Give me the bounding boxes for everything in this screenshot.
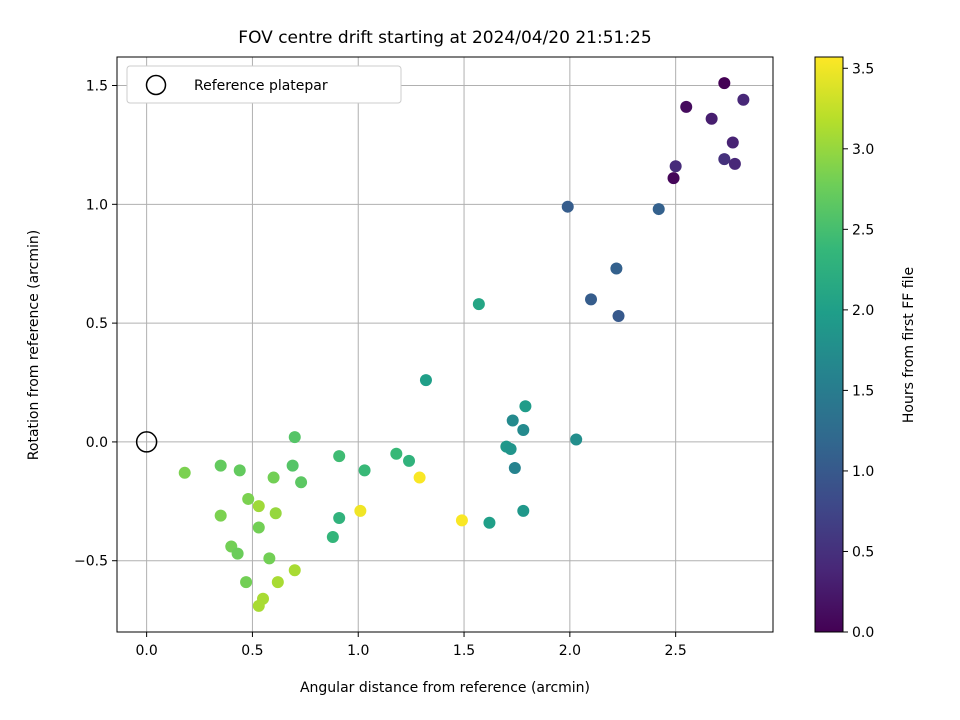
data-point [669, 160, 682, 173]
colorbar-tick-label: 3.5 [852, 61, 874, 77]
x-tick-label: 2.0 [559, 643, 581, 659]
data-point [737, 93, 750, 106]
colorbar: 0.0 0.5 1.0 1.5 2.0 2.5 3.0 3.5 Hours from firs… [814, 56, 917, 641]
colorbar-tick-label: 2.0 [852, 303, 874, 319]
data-point [612, 309, 625, 322]
colorbar-tick-label: 2.5 [852, 222, 874, 238]
data-point [354, 504, 367, 517]
x-axis-label: Angular distance from reference (arcmin) [300, 680, 590, 696]
data-point [508, 462, 521, 475]
data-point [263, 552, 276, 565]
data-point [252, 599, 265, 612]
data-point [252, 500, 265, 513]
colorbar-gradient [814, 56, 844, 633]
legend-label-reference: Reference platepar [194, 78, 328, 94]
data-point [233, 464, 246, 477]
data-point [561, 200, 574, 213]
data-point [295, 476, 308, 489]
data-point [726, 136, 739, 149]
data-point [214, 509, 227, 522]
data-point [455, 514, 468, 527]
data-point [718, 153, 731, 166]
data-point [231, 547, 244, 560]
y-axis-label: Rotation from reference (arcmin) [26, 230, 42, 460]
data-point [570, 433, 583, 446]
y-tick-label: 0.5 [86, 316, 108, 332]
reference-point-marker [135, 431, 158, 453]
y-axis: −0.5 0.0 0.5 1.0 1.5 [74, 79, 117, 570]
data-point [718, 77, 731, 90]
x-tick-label: 0.5 [241, 643, 263, 659]
data-point [519, 400, 532, 413]
data-point [517, 504, 530, 517]
data-point [333, 450, 346, 463]
colorbar-label: Hours from first FF file [901, 267, 917, 423]
y-tick-label: 1.0 [86, 197, 108, 213]
y-tick-label: −0.5 [74, 554, 108, 570]
grid [117, 57, 773, 632]
x-tick-label: 1.5 [453, 643, 475, 659]
y-tick-label: 1.5 [86, 79, 108, 95]
data-point [413, 471, 426, 484]
colorbar-tick-label: 1.5 [852, 383, 874, 399]
data-point [403, 454, 416, 467]
data-point [472, 298, 485, 311]
x-axis: 0.0 0.5 1.0 1.5 2.0 2.5 [135, 632, 687, 659]
data-point [652, 203, 665, 216]
legend: Reference platepar [126, 65, 402, 104]
data-point [667, 172, 680, 185]
y-tick-label: 0.0 [86, 435, 108, 451]
x-tick-label: 2.5 [665, 643, 687, 659]
data-point [269, 507, 282, 520]
data-point [610, 262, 623, 275]
colorbar-tick-label: 0.0 [852, 625, 874, 641]
data-point [242, 492, 255, 505]
data-point [504, 443, 517, 456]
data-point [419, 374, 432, 387]
data-point [252, 521, 265, 534]
data-point [214, 459, 227, 472]
data-point [178, 466, 191, 479]
colorbar-ticks: 0.0 0.5 1.0 1.5 2.0 2.5 3.0 3.5 [843, 61, 874, 641]
x-tick-label: 0.0 [135, 643, 157, 659]
x-tick-label: 1.0 [347, 643, 369, 659]
data-point [288, 564, 301, 577]
data-point [326, 530, 339, 543]
plot-frame [116, 56, 774, 633]
data-point [333, 511, 346, 524]
data-point [506, 414, 519, 427]
colorbar-tick-label: 3.0 [852, 142, 874, 158]
legend-marker-reference [145, 74, 167, 96]
data-point [483, 516, 496, 529]
data-point [728, 157, 741, 170]
data-point [288, 431, 301, 444]
data-points [135, 77, 750, 612]
chart-title: FOV centre drift starting at 2024/04/20 … [238, 28, 651, 48]
data-point [390, 447, 403, 460]
legend-box [126, 65, 402, 104]
data-point [271, 576, 284, 589]
data-point [358, 464, 371, 477]
data-point [680, 100, 693, 113]
data-point [517, 424, 530, 437]
colorbar-tick-label: 1.0 [852, 464, 874, 480]
data-point [267, 471, 280, 484]
data-point [286, 459, 299, 472]
data-point [585, 293, 598, 306]
data-point [240, 576, 253, 589]
data-point [705, 112, 718, 125]
colorbar-tick-label: 0.5 [852, 544, 874, 560]
